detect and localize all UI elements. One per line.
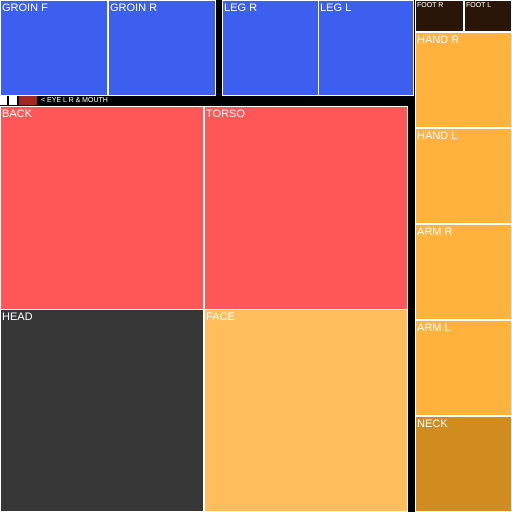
treemap-cell-face: FACE bbox=[204, 309, 408, 512]
treemap-cell-hand-r: HAND R bbox=[415, 32, 512, 128]
treemap-cell-leg-r: LEG R bbox=[222, 0, 319, 96]
treemap-cell-label: FOOT L bbox=[466, 2, 492, 9]
treemap-cell-back: BACK bbox=[0, 106, 204, 310]
treemap-cell-torso: TORSO bbox=[204, 106, 408, 310]
treemap-cell-eye-r bbox=[9, 96, 17, 105]
treemap-cell-arm-r: ARM R bbox=[415, 224, 512, 320]
treemap-cell-leg-l: LEG L bbox=[318, 0, 414, 96]
treemap-cell-label: HAND L bbox=[417, 130, 458, 142]
treemap-cell-label: ARM L bbox=[417, 322, 451, 334]
treemap-cell-groin-f: GROIN F bbox=[0, 0, 108, 96]
treemap-cell-label: TORSO bbox=[206, 108, 245, 120]
treemap-cell-label: GROIN R bbox=[110, 2, 158, 14]
treemap-cell-label: HAND R bbox=[417, 34, 460, 46]
treemap-cell-neck: NECK bbox=[415, 416, 512, 512]
treemap-cell-label: FACE bbox=[206, 311, 235, 323]
treemap-cell-groin-r: GROIN R bbox=[108, 0, 216, 96]
treemap-cell-label: LEG L bbox=[320, 2, 352, 14]
treemap-cell-label: GROIN F bbox=[2, 2, 48, 14]
treemap-cell-label: FOOT R bbox=[417, 2, 444, 9]
treemap-cell-eye-l bbox=[0, 96, 7, 105]
treemap-cell-label: BACK bbox=[2, 108, 32, 120]
treemap-cell-foot-l: FOOT L bbox=[464, 0, 512, 32]
treemap-cell-arm-l: ARM L bbox=[415, 320, 512, 416]
treemap-cell-mouth bbox=[19, 96, 37, 105]
treemap-cell-head: HEAD bbox=[0, 309, 204, 512]
treemap-cell-label: ARM R bbox=[417, 226, 453, 238]
small-cells-callout: < EYE L R & MOUTH bbox=[0, 96, 205, 105]
treemap-cell-foot-r: FOOT R bbox=[415, 0, 464, 32]
callout-annotation: < EYE L R & MOUTH bbox=[41, 97, 108, 104]
treemap-cell-label: NECK bbox=[417, 418, 448, 430]
treemap-cell-label: HEAD bbox=[2, 311, 33, 323]
treemap-cell-label: LEG R bbox=[224, 2, 258, 14]
treemap-cell-hand-l: HAND L bbox=[415, 128, 512, 224]
